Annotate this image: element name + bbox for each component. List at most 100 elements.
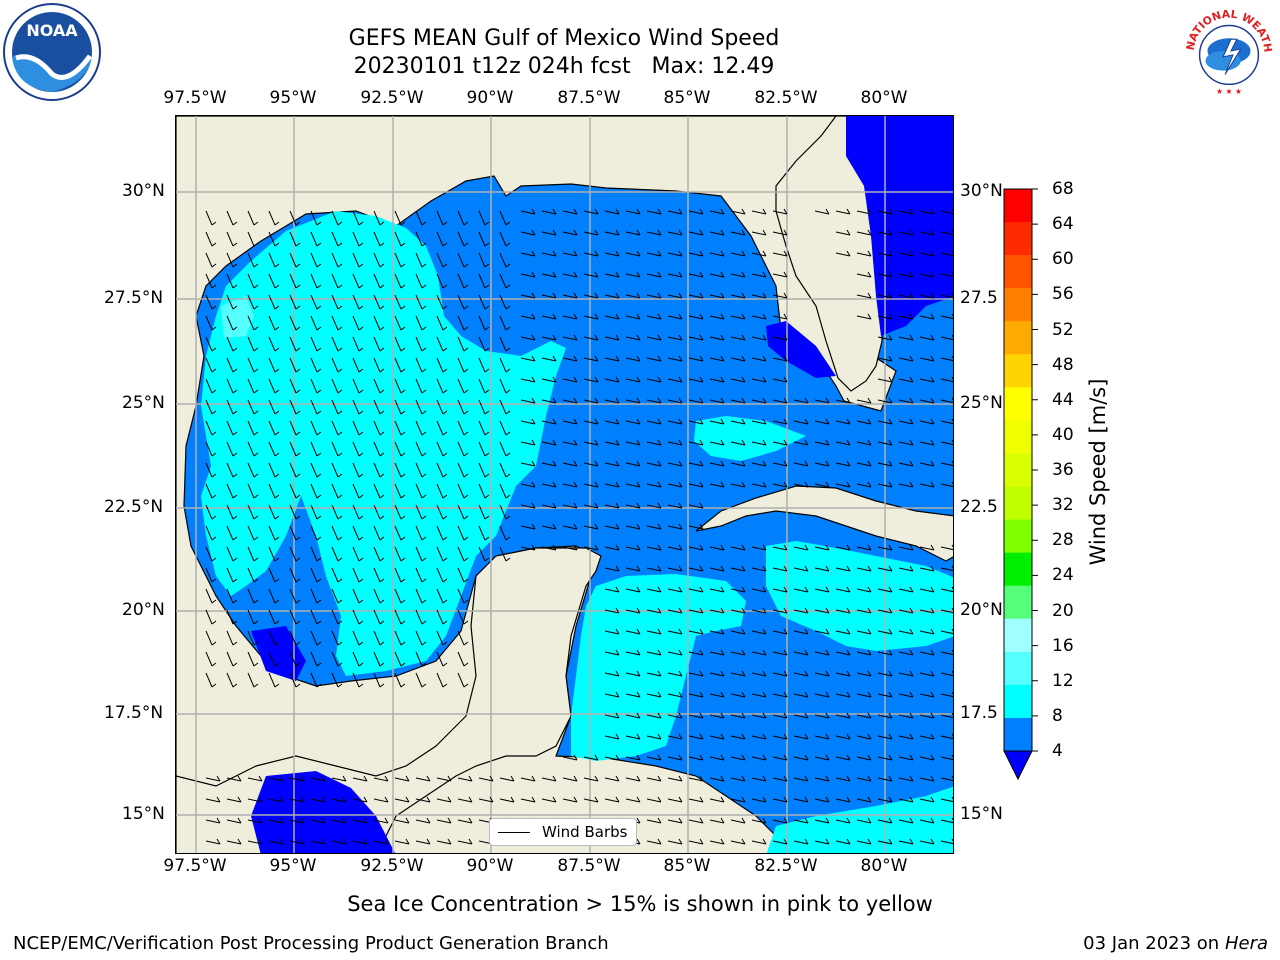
wind-barb <box>772 817 788 824</box>
wind-barb <box>730 418 746 425</box>
wind-barb <box>331 357 343 373</box>
wind-barb <box>436 504 448 520</box>
wind-barb <box>604 628 620 635</box>
wind-barb <box>730 271 746 278</box>
wind-barb <box>226 651 238 667</box>
wind-barb <box>667 670 683 677</box>
wind-barb <box>793 754 809 761</box>
colorbar-tick-label: 68 <box>1052 179 1074 199</box>
wind-barb <box>751 334 767 341</box>
wind-barb <box>625 313 641 320</box>
wind-barb <box>709 838 725 845</box>
wind-barb <box>499 210 511 226</box>
wind-barb <box>856 691 872 698</box>
wind-barb <box>268 817 284 824</box>
wind-barb <box>814 607 830 614</box>
wind-barb <box>331 630 343 646</box>
wind-barb <box>793 418 809 425</box>
colorbar-segment <box>1004 453 1032 488</box>
wind-barb <box>625 796 641 803</box>
wind-barb <box>667 439 683 446</box>
wind-barb <box>877 544 893 551</box>
wind-barb <box>394 651 406 667</box>
wind-barb <box>268 775 284 782</box>
wind-barb <box>457 651 469 667</box>
wind-barb <box>520 460 536 467</box>
wind-barb <box>373 294 385 310</box>
wind-barb <box>919 775 935 782</box>
wind-barb <box>751 754 767 761</box>
wind-barb <box>310 775 326 782</box>
wind-barb <box>940 754 953 761</box>
wind-barb <box>898 733 914 740</box>
wind-barb <box>499 775 515 782</box>
wind-barb <box>919 817 935 824</box>
wind-barb <box>667 229 683 236</box>
wind-barb <box>583 208 599 215</box>
wind-barb <box>373 588 385 604</box>
wind-barb <box>268 462 280 478</box>
wind-barb <box>352 420 364 436</box>
wind-barb <box>289 441 301 457</box>
wind-barb <box>625 208 641 215</box>
wind-barb <box>247 525 259 541</box>
wind-barb <box>352 357 364 373</box>
wind-barb <box>331 525 343 541</box>
wind-barb <box>541 796 557 803</box>
wind-barb <box>940 439 953 446</box>
wind-barb <box>667 628 683 635</box>
wind-barb <box>226 315 238 331</box>
wind-barb <box>289 838 305 845</box>
wind-barb <box>520 796 536 803</box>
sea-ice-note: Sea Ice Concentration > 15% is shown in … <box>347 892 933 916</box>
wind-barb <box>415 504 427 520</box>
wind-barb <box>898 481 914 488</box>
wind-barb <box>688 523 704 530</box>
wind-barb <box>499 483 511 499</box>
wind-barb <box>667 250 683 257</box>
wind-barb <box>835 796 851 803</box>
wind-barb <box>856 796 872 803</box>
wind-barb <box>247 294 259 310</box>
wind-barb <box>688 607 704 614</box>
wind-barb <box>289 336 301 352</box>
wind-barb <box>646 334 662 341</box>
wind-barb <box>856 838 872 845</box>
wind-barb <box>604 733 620 740</box>
wind-barb <box>856 817 872 824</box>
wind-barb <box>709 628 725 635</box>
wind-barb <box>709 691 725 698</box>
wind-barb <box>457 231 469 247</box>
wind-barb <box>457 273 469 289</box>
wind-barb <box>898 334 914 341</box>
wind-barb <box>205 336 217 352</box>
wind-barb <box>688 670 704 677</box>
wind-barb <box>478 210 490 226</box>
wind-barb <box>814 712 830 719</box>
wind-barb <box>898 292 914 299</box>
wind-barb <box>457 378 469 394</box>
wind-barb <box>436 420 448 436</box>
colorbar-tick-label: 44 <box>1052 389 1074 410</box>
wind-barb <box>268 838 284 845</box>
wind-barb <box>646 733 662 740</box>
wind-barb <box>793 691 809 698</box>
wind-barb <box>793 586 809 593</box>
colorbar-tick-label: 40 <box>1052 424 1074 445</box>
wind-barb <box>415 588 427 604</box>
wind-barb <box>940 796 953 803</box>
wind-barb <box>772 250 788 257</box>
wind-barb <box>877 775 893 782</box>
wind-barb <box>415 817 431 824</box>
wind-barb <box>856 397 872 404</box>
wind-barb <box>940 775 953 782</box>
wind-barb <box>688 586 704 593</box>
wind-barb <box>772 733 788 740</box>
wind-barb <box>226 630 238 646</box>
wind-barb <box>478 420 490 436</box>
wind-barb <box>268 336 280 352</box>
wind-barb <box>394 441 406 457</box>
wind-barb <box>541 355 557 362</box>
wind-barb <box>751 565 767 572</box>
wind-barb <box>940 565 953 572</box>
